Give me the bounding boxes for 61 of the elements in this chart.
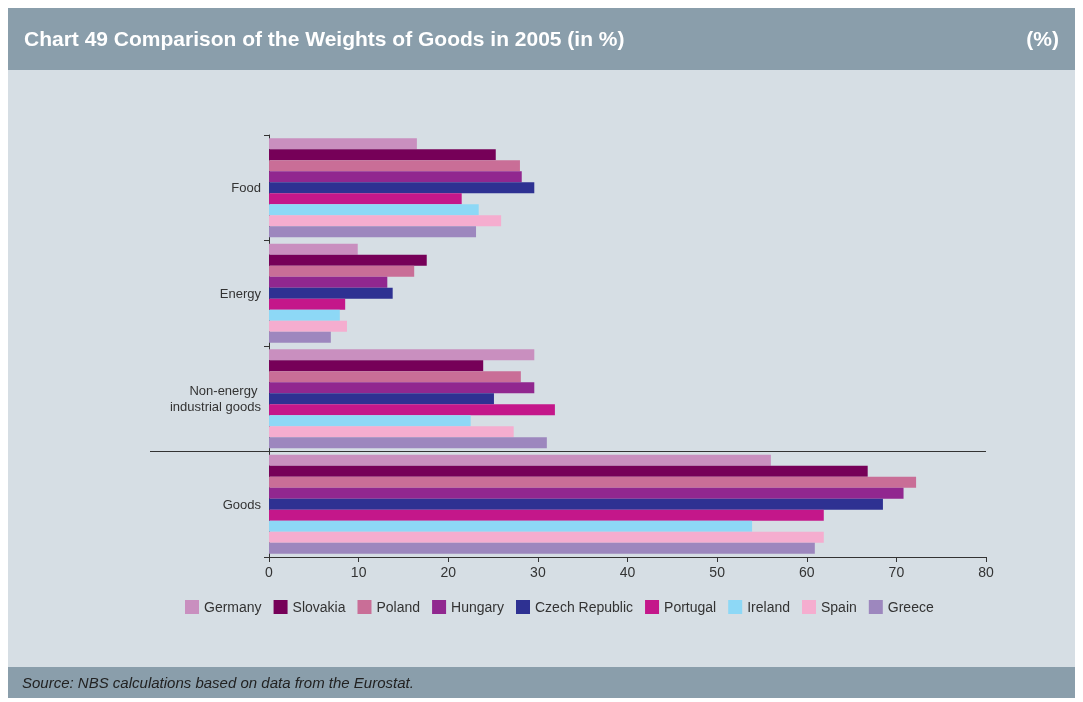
- bar: [269, 298, 346, 310]
- legend-label: Greece: [887, 599, 934, 615]
- y-tick-label: Non-energy industrial goods: [169, 383, 262, 415]
- bar: [269, 382, 535, 394]
- bar: [269, 182, 535, 194]
- bar: [269, 243, 358, 255]
- bar: [269, 476, 917, 488]
- bar: [269, 204, 479, 216]
- x-tick-label: 40: [619, 564, 636, 580]
- legend-label: Poland: [376, 599, 421, 615]
- bar: [269, 331, 331, 343]
- x-tick-label: 70: [888, 564, 905, 580]
- bar: [269, 404, 555, 416]
- bar: [269, 254, 427, 266]
- x-tick-label: 20: [440, 564, 457, 580]
- bar: [269, 215, 502, 227]
- y-tick-label: Food: [231, 180, 261, 196]
- bar: [269, 226, 477, 238]
- bar: [269, 542, 815, 554]
- bar: [269, 149, 496, 161]
- bar: [269, 520, 753, 532]
- y-tick-label: Goods: [222, 496, 262, 512]
- bar: [269, 465, 868, 477]
- x-tick-label: 50: [709, 564, 726, 580]
- legend-label: Czech Republic: [535, 599, 634, 615]
- bar: [269, 509, 824, 521]
- legend-label: Portugal: [664, 599, 717, 615]
- bar: [269, 193, 462, 205]
- bar: [269, 415, 471, 427]
- x-tick-label: 30: [530, 564, 546, 580]
- text: (%): [1026, 27, 1059, 51]
- x-tick-label: 60: [798, 564, 815, 580]
- legend-label: Hungary: [451, 599, 504, 615]
- bar: [269, 487, 904, 499]
- bar: [269, 309, 340, 321]
- x-tick-label: 0: [265, 564, 274, 580]
- bar: [269, 371, 521, 383]
- x-tick-label: 10: [350, 564, 367, 580]
- y-tick-label: Energy: [219, 285, 262, 301]
- bar: [269, 498, 883, 510]
- bar: [269, 160, 520, 172]
- legend-label: Ireland: [747, 599, 790, 615]
- legend-label: Spain: [821, 599, 857, 615]
- bar: [269, 276, 388, 288]
- bar: [269, 426, 514, 438]
- bar: [269, 265, 415, 277]
- legend-label: Germany: [204, 599, 262, 615]
- x-tick-label: 80: [978, 564, 994, 580]
- bar: [269, 531, 824, 543]
- bar: [269, 320, 347, 332]
- source-note: Source: NBS calculations based on data from the Eurostat.: [8, 667, 1075, 698]
- chart-title: Chart 49 Comparison of the Weights of Goods in 2005 (in %): [24, 27, 625, 51]
- bar: [269, 454, 771, 466]
- bar: [269, 138, 417, 150]
- bar: [269, 349, 535, 361]
- legend-label: Slovakia: [292, 599, 346, 615]
- bar: [269, 171, 522, 183]
- bar: [269, 437, 547, 449]
- bar: [269, 287, 393, 299]
- bar: [269, 360, 484, 372]
- bar: [269, 393, 494, 405]
